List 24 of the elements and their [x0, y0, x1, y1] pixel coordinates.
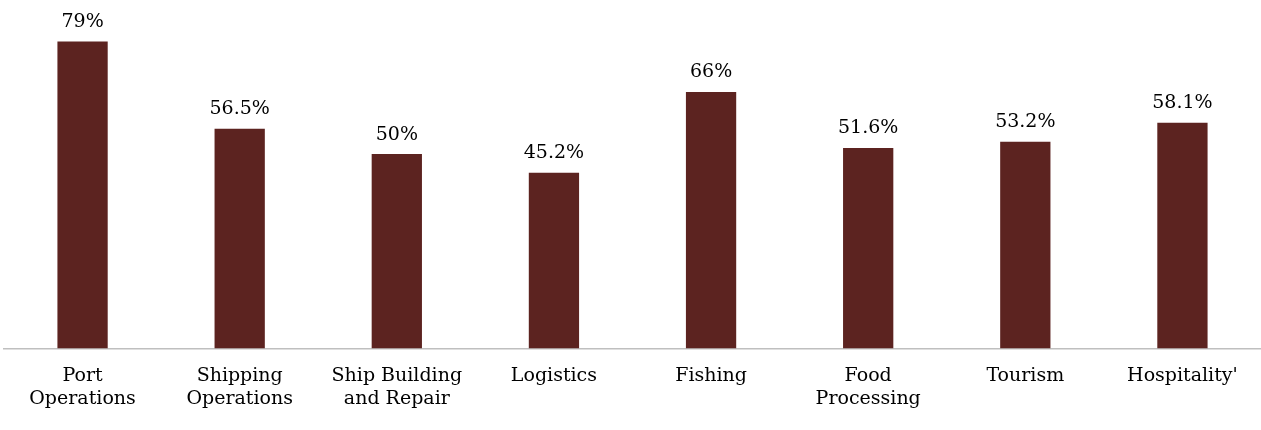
bar	[1000, 141, 1051, 349]
data-label: 45.2%	[523, 140, 585, 163]
x-tick-label: Food Processing	[815, 362, 921, 408]
x-tick-label: Fishing	[675, 362, 747, 385]
bar	[214, 128, 265, 349]
x-tick-label: Tourism	[986, 362, 1065, 385]
bar	[528, 172, 580, 349]
x-tick-label: Ship Building and Repair	[331, 362, 463, 408]
bar	[371, 154, 422, 349]
data-label: 53.2%	[995, 109, 1056, 132]
x-tick-label: Hospitality'	[1127, 362, 1238, 385]
data-label: 79%	[61, 8, 104, 31]
bar	[57, 41, 108, 349]
x-tick-label: Logistics	[510, 362, 598, 385]
x-tick-label: Port Operations	[29, 362, 136, 408]
data-label: 56.5%	[209, 96, 270, 119]
bar	[843, 147, 894, 349]
x-tick-label: Shipping Operations	[186, 362, 293, 408]
data-label: 50%	[375, 121, 418, 144]
data-label: 66%	[689, 59, 733, 82]
data-label: 51.6%	[838, 115, 899, 138]
bar	[1157, 122, 1208, 349]
bar	[685, 91, 737, 349]
data-label: 58.1%	[1152, 90, 1213, 113]
